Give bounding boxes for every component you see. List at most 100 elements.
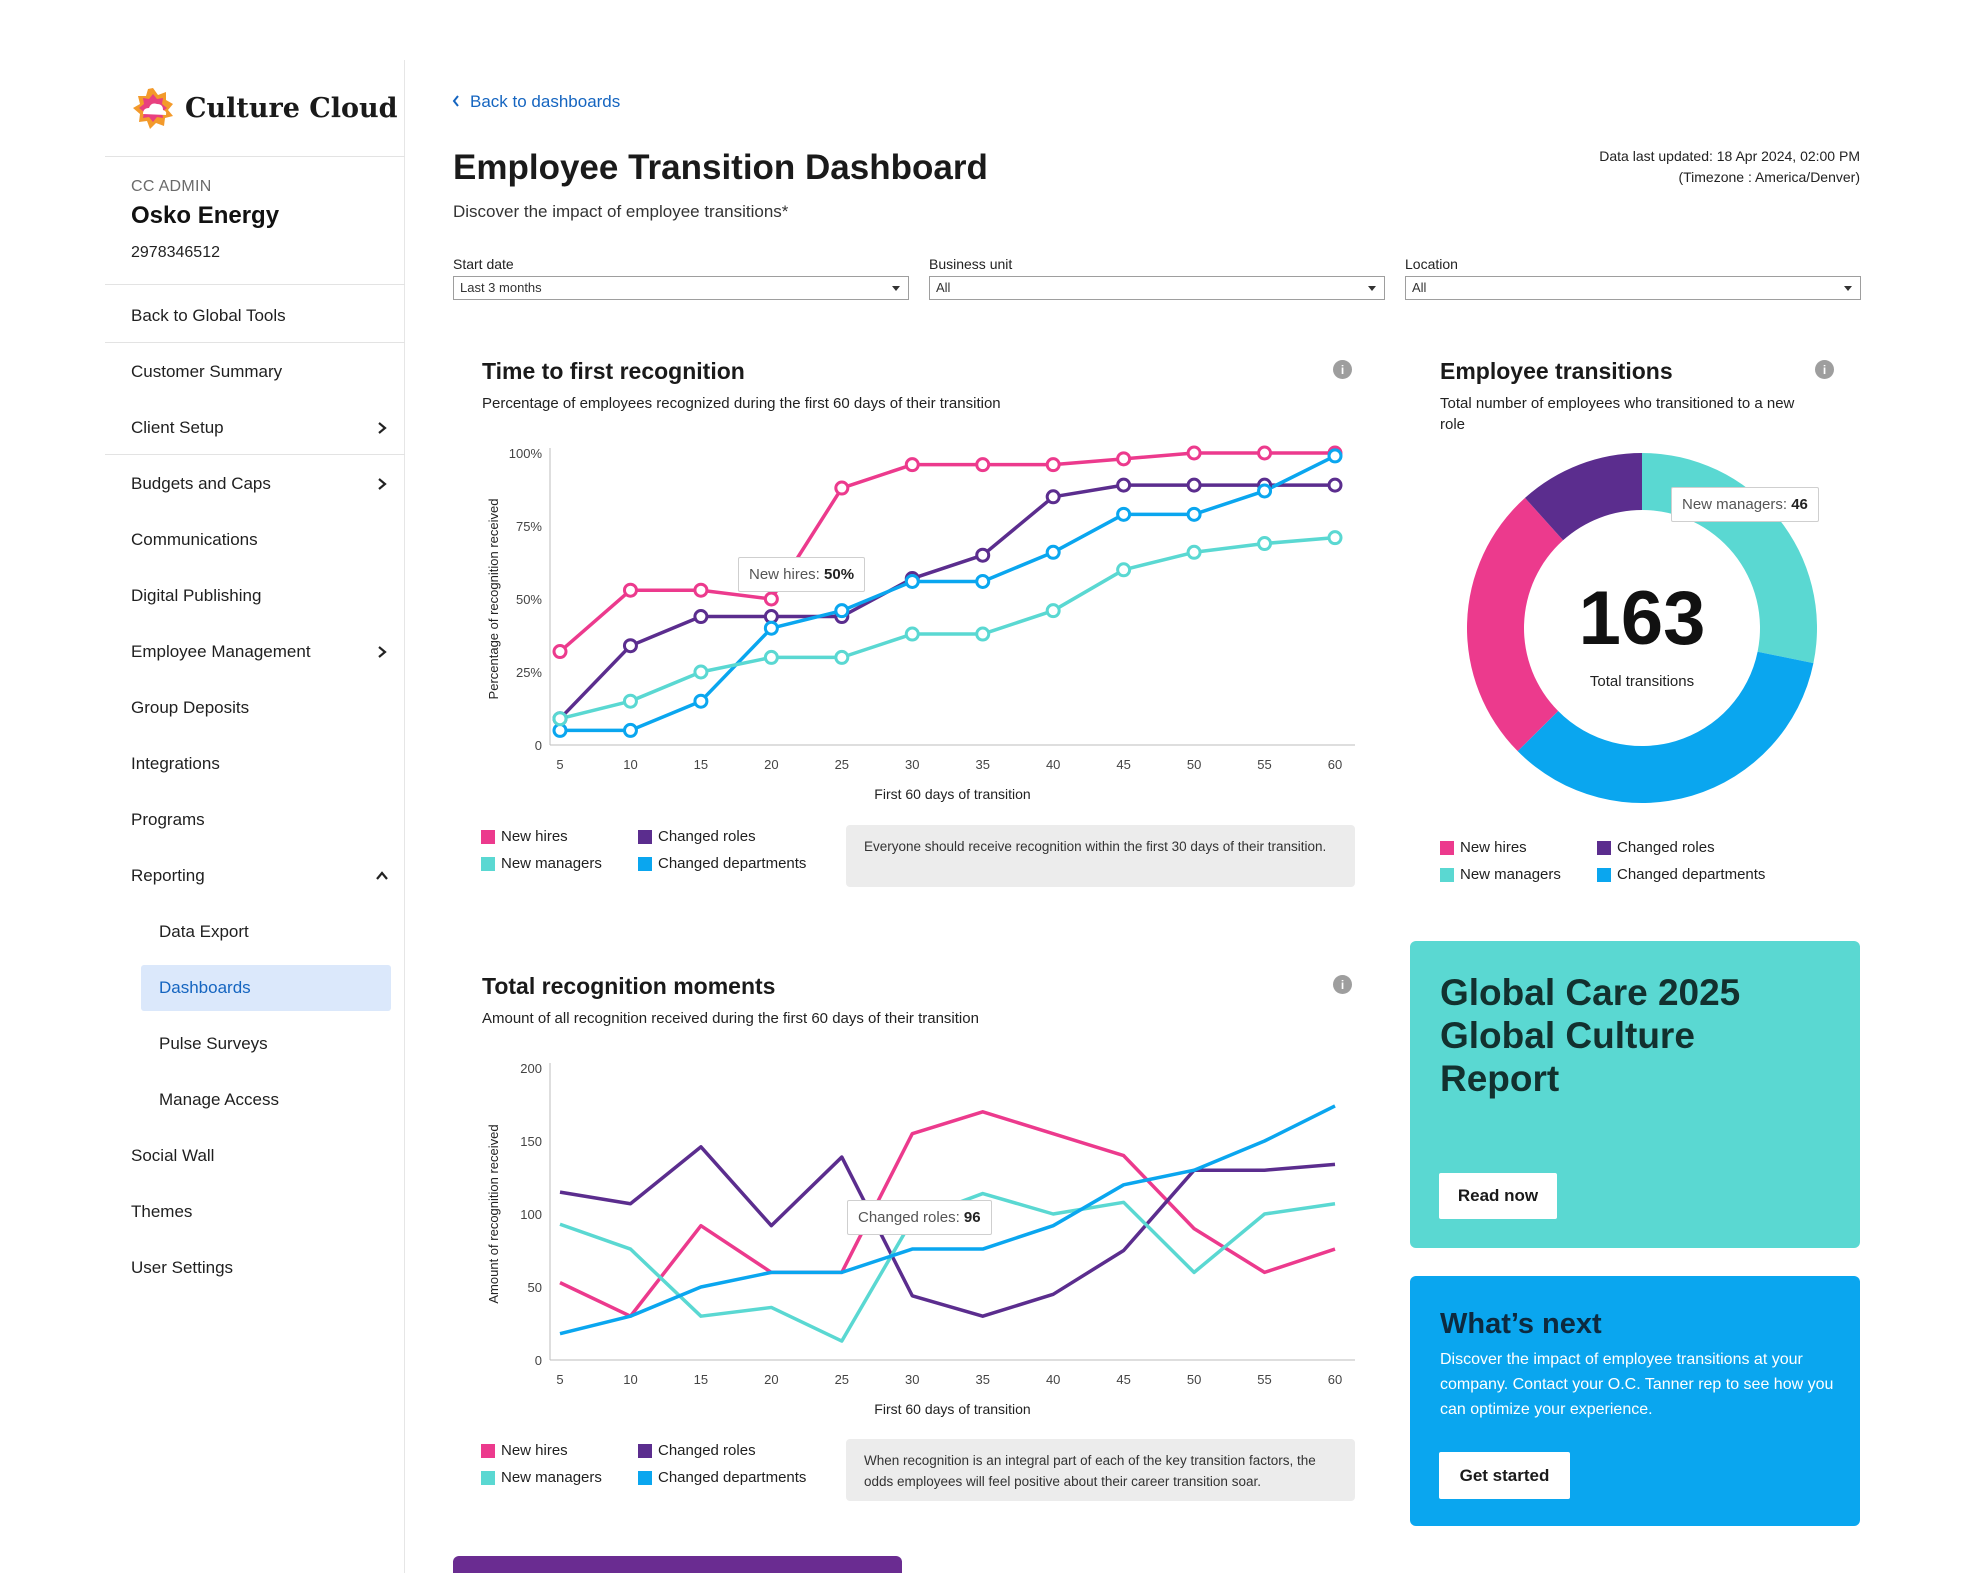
ttfr-subtitle: Percentage of employees recognized durin… xyxy=(482,395,1001,412)
chevron-right-icon xyxy=(373,643,391,661)
donut-slice xyxy=(1517,651,1814,804)
series-line xyxy=(559,535,1336,721)
data-point xyxy=(1186,506,1202,522)
series-line xyxy=(558,483,1335,720)
info-icon[interactable]: i xyxy=(1333,975,1352,994)
business-unit-select[interactable]: All xyxy=(929,276,1385,300)
x-tick-label: 30 xyxy=(905,1372,919,1387)
x-tick-label: 20 xyxy=(764,1372,778,1387)
brand-name: Culture Cloud xyxy=(185,92,398,124)
data-point xyxy=(1257,536,1273,552)
tooltip-value: 96 xyxy=(963,1209,981,1226)
data-point xyxy=(834,603,850,619)
data-point xyxy=(622,582,638,598)
sidebar-item-customer-summary[interactable]: Customer Summary xyxy=(131,352,391,392)
swatch xyxy=(638,1470,652,1485)
sidebar-item-pulse-surveys[interactable]: Pulse Surveys xyxy=(141,1024,391,1064)
donut-total: 163 xyxy=(1578,576,1706,661)
start-date-select[interactable]: Last 3 months xyxy=(453,276,909,300)
sidebar-item-reporting[interactable]: Reporting xyxy=(131,856,391,896)
back-to-dashboards-link[interactable]: Back to dashboards xyxy=(452,92,620,112)
y-tick-label: 50 xyxy=(528,1280,542,1295)
sidebar-item-communications[interactable]: Communications xyxy=(131,520,391,560)
donut-total-label: Total transitions xyxy=(1589,673,1695,690)
location-select[interactable]: All xyxy=(1405,276,1861,300)
sidebar-item-label: Themes xyxy=(131,1202,193,1221)
x-tick-label: 50 xyxy=(1187,757,1201,772)
sidebar: Culture Cloud CC ADMIN Osko Energy 29783… xyxy=(105,60,405,1573)
legend-label: Changed departments xyxy=(658,1469,807,1486)
page-subtitle: Discover the impact of employee transiti… xyxy=(453,202,789,221)
transitions-subtitle: Total number of employees who transition… xyxy=(1440,395,1795,433)
x-tick-label: 25 xyxy=(835,1372,849,1387)
data-point xyxy=(975,457,991,473)
select-value: All xyxy=(936,280,951,295)
culture-report-promo: Global Care 2025 Global Culture Report R… xyxy=(1410,941,1860,1248)
sidebar-item-dashboards[interactable]: Dashboards xyxy=(141,965,391,1011)
updated-timezone: (Timezone : America/Denver) xyxy=(1678,169,1860,185)
data-point xyxy=(1116,506,1132,522)
purple-promo-card xyxy=(453,1556,902,1573)
sidebar-item-group-deposits[interactable]: Group Deposits xyxy=(131,688,391,728)
data-point xyxy=(904,626,920,642)
swatch xyxy=(638,1443,652,1458)
data-point xyxy=(1257,445,1273,461)
legend-label: New hires xyxy=(501,1442,568,1459)
data-point xyxy=(622,638,638,654)
sidebar-divider xyxy=(105,454,405,455)
sidebar-item-budgets-and-caps[interactable]: Budgets and Caps xyxy=(131,464,391,504)
sidebar-item-label: Group Deposits xyxy=(131,698,250,717)
sidebar-item-programs[interactable]: Programs xyxy=(131,800,391,840)
business-unit-filter: Business unit All xyxy=(929,256,1385,300)
account-info: CC ADMIN Osko Energy 2978346512 xyxy=(131,178,279,262)
data-point xyxy=(904,573,920,589)
x-tick-label: 55 xyxy=(1257,1372,1271,1387)
promo-next-body: Discover the impact of employee transiti… xyxy=(1440,1351,1834,1418)
brand-logo[interactable]: Culture Cloud xyxy=(131,86,398,130)
sidebar-item-digital-publishing[interactable]: Digital Publishing xyxy=(131,576,391,616)
data-point xyxy=(622,693,638,709)
get-started-button[interactable]: Get started xyxy=(1439,1452,1570,1499)
page-title: Employee Transition Dashboard xyxy=(453,148,988,187)
promo-next-title: What’s next xyxy=(1440,1308,1602,1340)
y-tick-label: 100% xyxy=(509,446,543,461)
sidebar-item-manage-access[interactable]: Manage Access xyxy=(141,1080,391,1120)
series-line xyxy=(560,454,1336,733)
sidebar-item-themes[interactable]: Themes xyxy=(131,1192,391,1232)
legend-item-changed-departments: Changed departments xyxy=(638,854,838,873)
sidebar-item-label: User Settings xyxy=(131,1258,234,1277)
ttfr-chart: 0 25% 50% 75% 100% 5 10 15 20 25 30 35 40 45 50 55 60 Fir… xyxy=(486,445,1355,802)
dropdown-caret-icon xyxy=(1368,286,1376,291)
data-point xyxy=(834,480,850,496)
trm-subtitle: Amount of all recognition received durin… xyxy=(482,1010,979,1027)
sidebar-item-back-to-global-tools[interactable]: Back to Global Tools xyxy=(131,296,391,336)
series-line xyxy=(559,1110,1336,1318)
data-point xyxy=(1186,544,1202,560)
data-point xyxy=(693,609,709,625)
x-tick-label: 60 xyxy=(1328,1372,1342,1387)
info-icon[interactable]: i xyxy=(1333,360,1352,379)
sidebar-item-data-export[interactable]: Data Export xyxy=(141,912,391,952)
legend-label: Changed departments xyxy=(1617,866,1766,883)
read-now-button[interactable]: Read now xyxy=(1439,1173,1557,1219)
sidebar-item-employee-management[interactable]: Employee Management xyxy=(131,632,391,672)
y-tick-label: 75% xyxy=(516,519,542,534)
swatch xyxy=(481,856,495,871)
data-point xyxy=(1045,544,1061,560)
swatch xyxy=(1440,867,1454,882)
info-icon[interactable]: i xyxy=(1815,360,1834,379)
sidebar-item-integrations[interactable]: Integrations xyxy=(131,744,391,784)
promo-report-title: Global Care 2025 Global Culture Report xyxy=(1440,972,1741,1099)
sidebar-item-client-setup[interactable]: Client Setup xyxy=(131,408,391,448)
sidebar-item-social-wall[interactable]: Social Wall xyxy=(131,1136,391,1176)
data-point xyxy=(763,649,779,665)
ttfr-title: Time to first recognition xyxy=(482,358,745,384)
legend-item-changed-roles: Changed roles xyxy=(638,1441,838,1460)
data-point xyxy=(552,711,568,727)
sidebar-item-user-settings[interactable]: User Settings xyxy=(131,1248,391,1288)
donut-slice xyxy=(1466,497,1564,752)
y-axis-label: Amount of recognition received xyxy=(486,1124,501,1303)
donut-slice xyxy=(1524,453,1642,541)
x-tick-label: 25 xyxy=(835,757,849,772)
swatch xyxy=(481,1443,495,1458)
